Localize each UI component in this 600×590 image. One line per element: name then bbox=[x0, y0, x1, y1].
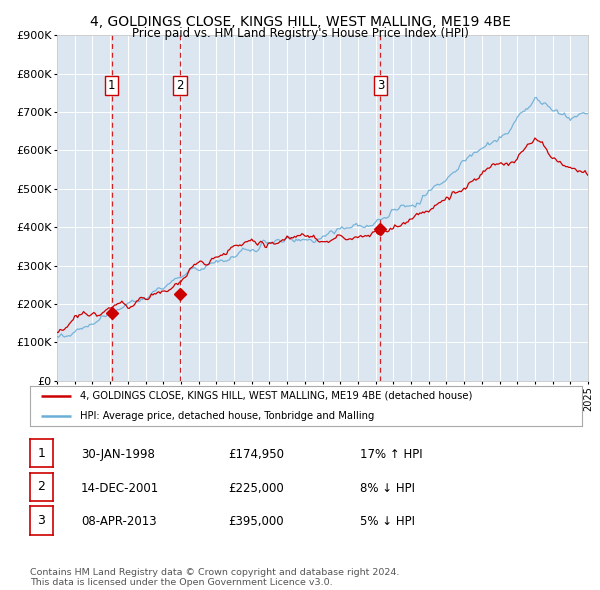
Text: Price paid vs. HM Land Registry's House Price Index (HPI): Price paid vs. HM Land Registry's House … bbox=[131, 27, 469, 40]
Text: 5% ↓ HPI: 5% ↓ HPI bbox=[360, 515, 415, 528]
Text: Contains HM Land Registry data © Crown copyright and database right 2024.
This d: Contains HM Land Registry data © Crown c… bbox=[30, 568, 400, 587]
Text: £174,950: £174,950 bbox=[228, 448, 284, 461]
Text: 4, GOLDINGS CLOSE, KINGS HILL, WEST MALLING, ME19 4BE (detached house): 4, GOLDINGS CLOSE, KINGS HILL, WEST MALL… bbox=[80, 391, 472, 401]
Text: 1: 1 bbox=[37, 447, 46, 460]
Text: 17% ↑ HPI: 17% ↑ HPI bbox=[360, 448, 422, 461]
Text: £225,000: £225,000 bbox=[228, 481, 284, 494]
Text: 4, GOLDINGS CLOSE, KINGS HILL, WEST MALLING, ME19 4BE: 4, GOLDINGS CLOSE, KINGS HILL, WEST MALL… bbox=[89, 15, 511, 29]
Text: HPI: Average price, detached house, Tonbridge and Malling: HPI: Average price, detached house, Tonb… bbox=[80, 411, 374, 421]
Text: 2: 2 bbox=[37, 480, 46, 493]
Text: 8% ↓ HPI: 8% ↓ HPI bbox=[360, 481, 415, 494]
Text: 30-JAN-1998: 30-JAN-1998 bbox=[81, 448, 155, 461]
Text: £395,000: £395,000 bbox=[228, 515, 284, 528]
Text: 08-APR-2013: 08-APR-2013 bbox=[81, 515, 157, 528]
Text: 14-DEC-2001: 14-DEC-2001 bbox=[81, 481, 159, 494]
Text: 1: 1 bbox=[108, 79, 115, 92]
Text: 3: 3 bbox=[377, 79, 384, 92]
Text: 3: 3 bbox=[37, 514, 46, 527]
Text: 2: 2 bbox=[176, 79, 184, 92]
